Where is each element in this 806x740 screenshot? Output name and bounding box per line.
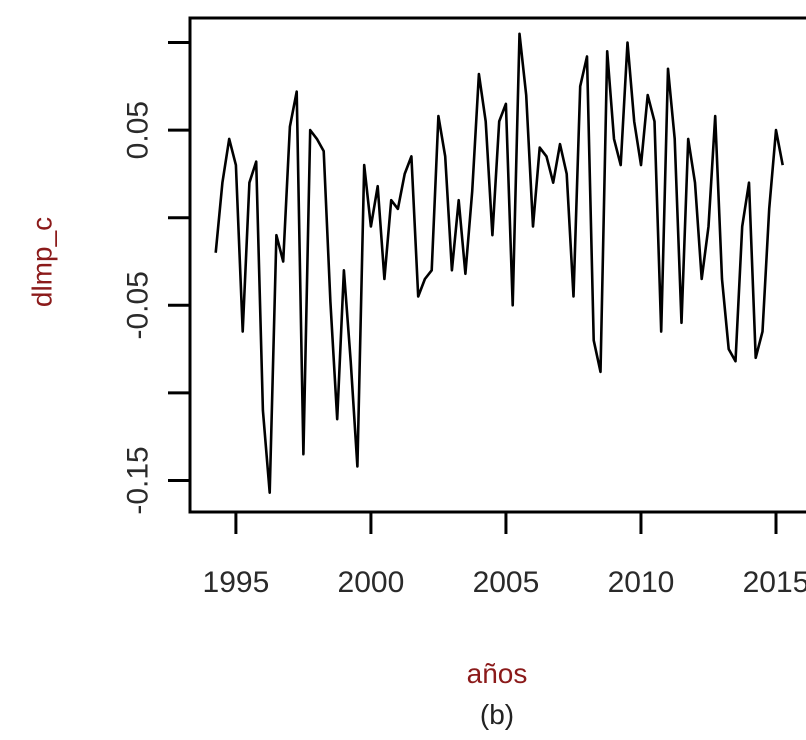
x-axis-title: años [467,658,528,689]
y-tick-label: -0.15 [122,446,155,514]
x-tick-label: 2005 [473,566,540,599]
x-tick-label: 2010 [608,566,675,599]
y-axis: -0.15 -0.05 0.05 [122,41,190,515]
y-tick-label: 0.05 [122,101,155,159]
y-axis-title: dlmp_c [27,217,58,307]
y-tick-label: -0.05 [122,271,155,339]
x-tick-label: 2000 [338,566,405,599]
series-line [214,32,784,494]
plot-frame [188,16,806,514]
x-tick-label: 1995 [203,566,270,599]
x-axis: 1995 2000 2005 2010 2015 [203,512,806,599]
x-tick-label: 2015 [743,566,806,599]
figure-caption: (b) [480,699,514,730]
